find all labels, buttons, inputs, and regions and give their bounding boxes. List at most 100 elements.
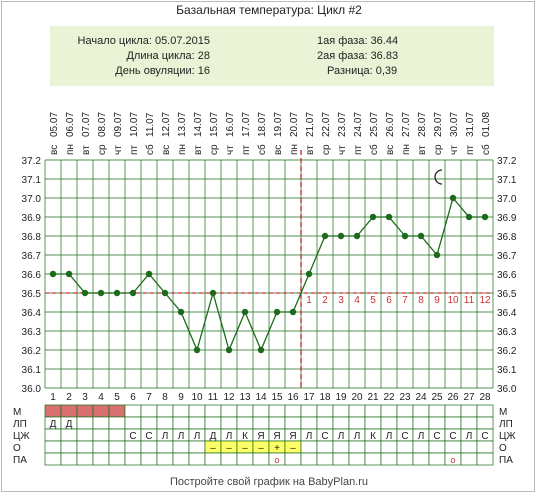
day-number: 26 bbox=[447, 392, 459, 403]
table-cell-text: – bbox=[290, 443, 296, 454]
table-cell bbox=[76, 440, 94, 454]
weekday-label: чт bbox=[113, 145, 124, 155]
y-tick-left: 37.0 bbox=[22, 194, 42, 205]
table-row-label-right: ПА bbox=[499, 455, 513, 466]
table-cell bbox=[156, 404, 174, 418]
table-cell bbox=[300, 440, 318, 454]
date-label: 31.07 bbox=[465, 112, 476, 137]
day-number: 2 bbox=[66, 392, 72, 403]
luteal-day-label: 6 bbox=[386, 295, 392, 306]
table-cell-text: Л bbox=[466, 431, 473, 442]
table-cell-text: – bbox=[258, 443, 264, 454]
table-cell-text: С bbox=[129, 431, 136, 442]
table-cell bbox=[396, 452, 414, 466]
weekday-label: вс bbox=[161, 145, 172, 155]
date-label: 07.07 bbox=[81, 112, 92, 137]
date-label: 14.07 bbox=[193, 112, 204, 137]
table-cell-text: С bbox=[449, 431, 456, 442]
table-cell-text: Л bbox=[306, 431, 313, 442]
data-point bbox=[225, 346, 233, 354]
cycle-length: Длина цикла: 28 bbox=[126, 50, 210, 62]
table-cell bbox=[204, 452, 222, 466]
day-number: 12 bbox=[223, 392, 235, 403]
day-number: 27 bbox=[463, 392, 475, 403]
table-cell bbox=[476, 440, 494, 454]
y-tick-right: 36.6 bbox=[497, 270, 517, 281]
data-point bbox=[369, 213, 377, 221]
table-cell bbox=[156, 452, 174, 466]
y-tick-left: 36.0 bbox=[22, 384, 42, 395]
y-tick-right: 36.8 bbox=[497, 232, 517, 243]
table-cell-text: Д bbox=[50, 419, 57, 430]
table-cell bbox=[284, 452, 302, 466]
date-label: 10.07 bbox=[129, 112, 140, 137]
luteal-day-label: 5 bbox=[370, 295, 376, 306]
table-cell bbox=[268, 404, 286, 418]
y-tick-left: 36.9 bbox=[22, 213, 42, 224]
table-cell bbox=[92, 416, 110, 430]
table-cell bbox=[188, 440, 206, 454]
table-row-label-left: ЛП bbox=[13, 419, 27, 430]
table-cell bbox=[44, 440, 62, 454]
table-cell-text: С bbox=[481, 431, 488, 442]
weekday-label: ср bbox=[97, 144, 108, 155]
luteal-day-label: 3 bbox=[338, 295, 344, 306]
table-cell bbox=[108, 416, 126, 430]
date-label: 09.07 bbox=[113, 112, 124, 137]
table-cell bbox=[348, 416, 366, 430]
table-cell-text: о bbox=[274, 455, 279, 465]
table-cell bbox=[204, 404, 222, 418]
table-cell bbox=[428, 452, 446, 466]
weekday-label: вс bbox=[49, 145, 60, 155]
table-cell bbox=[364, 416, 382, 430]
luteal-day-label: 4 bbox=[354, 295, 360, 306]
table-row-label-right: ЦЖ bbox=[499, 431, 516, 442]
date-label: 26.07 bbox=[385, 112, 396, 137]
weekday-label: пн bbox=[177, 144, 188, 155]
y-tick-left: 37.2 bbox=[22, 156, 42, 167]
date-label: 11.07 bbox=[145, 112, 156, 137]
weekday-label: пт bbox=[465, 145, 476, 155]
table-cell bbox=[300, 416, 318, 430]
temperature-line bbox=[53, 196, 485, 352]
date-label: 23.07 bbox=[337, 112, 348, 137]
y-tick-right: 36.9 bbox=[497, 213, 517, 224]
date-label: 06.07 bbox=[65, 112, 76, 137]
table-cell bbox=[428, 416, 446, 430]
table-cell bbox=[108, 440, 126, 454]
day-number: 23 bbox=[399, 392, 411, 403]
table-row-label-right: ЛП bbox=[499, 419, 513, 430]
table-cell-text: Л bbox=[338, 431, 345, 442]
luteal-day-label: 10 bbox=[447, 295, 459, 306]
weekday-label: вс bbox=[273, 145, 284, 155]
table-row-label-left: М bbox=[13, 407, 21, 418]
table-cell bbox=[76, 428, 94, 442]
date-label: 21.07 bbox=[305, 112, 316, 137]
weekday-label: пт bbox=[241, 145, 252, 155]
date-label: 05.07 bbox=[49, 112, 60, 137]
table-cell-text: Л bbox=[178, 431, 185, 442]
day-number: 13 bbox=[239, 392, 251, 403]
data-point bbox=[449, 194, 457, 202]
day-number: 24 bbox=[415, 392, 427, 403]
data-point bbox=[49, 270, 57, 278]
weekday-label: вт bbox=[81, 145, 92, 155]
weekday-label: пт bbox=[129, 145, 140, 155]
day-number: 6 bbox=[130, 392, 136, 403]
table-cell bbox=[380, 404, 398, 418]
table-cell bbox=[220, 416, 238, 430]
table-cell bbox=[300, 452, 318, 466]
day-number: 4 bbox=[98, 392, 104, 403]
table-cell bbox=[140, 416, 158, 430]
table-cell-text: С bbox=[401, 431, 408, 442]
table-cell-text: Я bbox=[257, 431, 264, 442]
footer-link[interactable]: Постройте свой график на BabyPlan.ru bbox=[169, 476, 369, 488]
chart-title: Базальная температура: Цикл #2 bbox=[176, 3, 362, 17]
data-point bbox=[81, 289, 89, 297]
table-row-label-left: ПА bbox=[13, 455, 27, 466]
table-cell bbox=[396, 404, 414, 418]
table-cell bbox=[316, 440, 334, 454]
luteal-day-label: 11 bbox=[464, 295, 475, 306]
day-number: 9 bbox=[178, 392, 184, 403]
date-label: 15.07 bbox=[209, 112, 220, 137]
